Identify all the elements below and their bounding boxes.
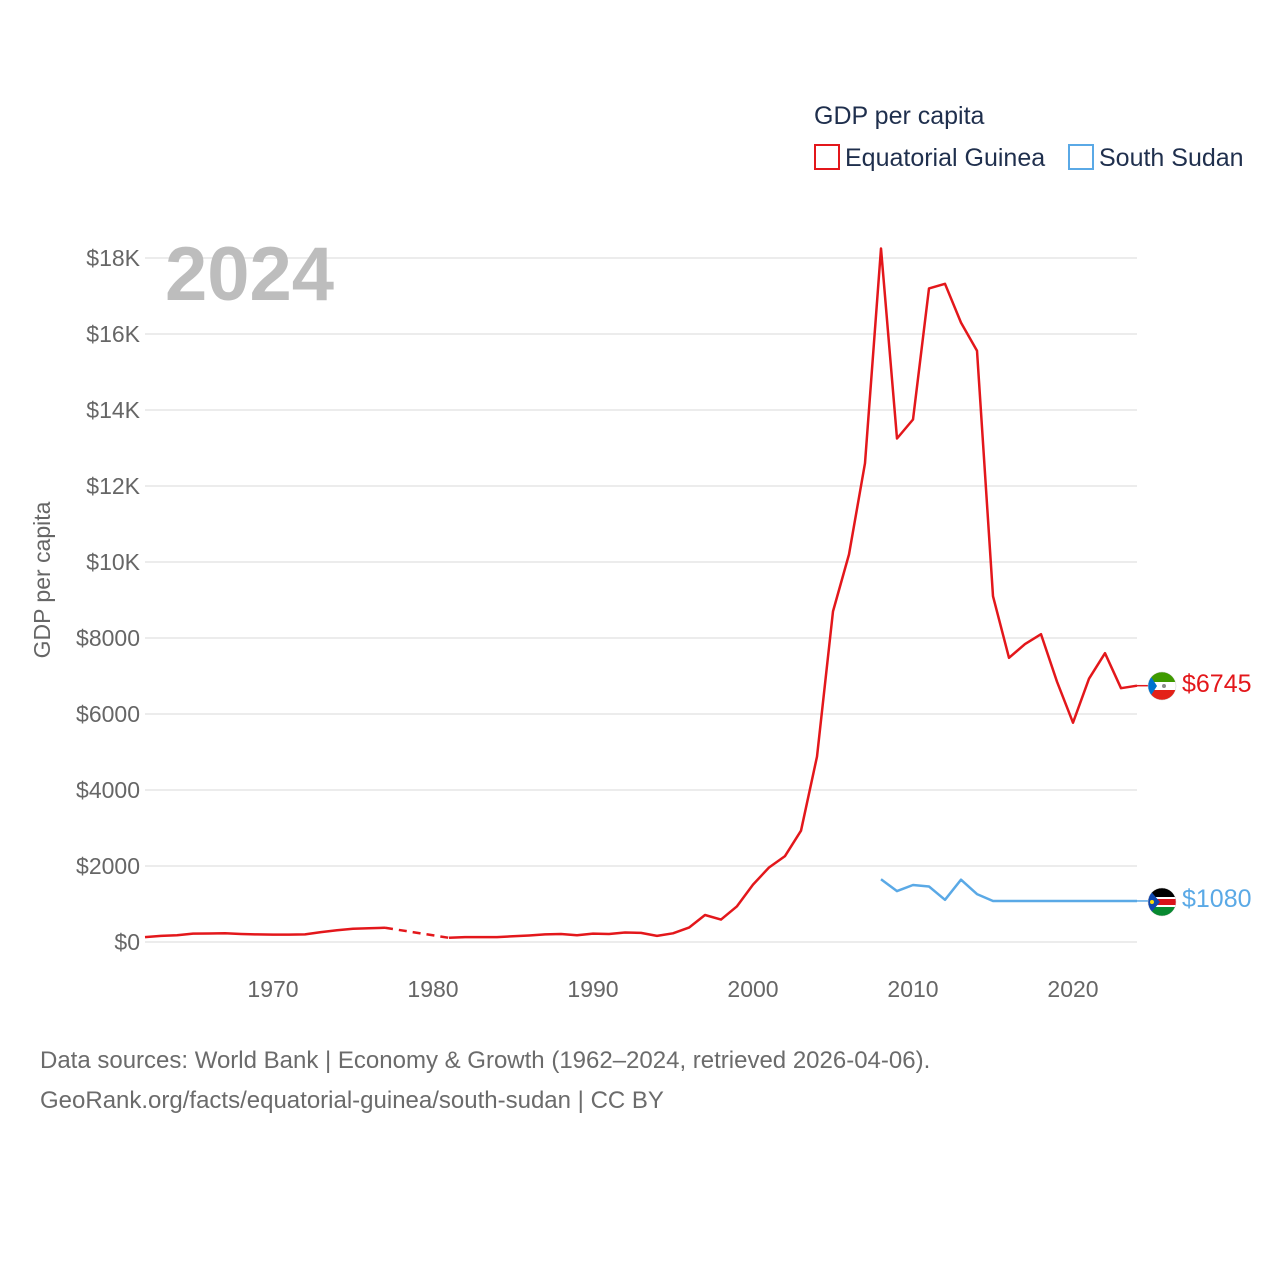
x-axis-ticks: 1970 1980 1990 2000 2010 2020: [247, 976, 1098, 1002]
series-line-equatorial-guinea[interactable]: [448, 247, 1138, 940]
series-line-south-sudan[interactable]: [880, 878, 1137, 903]
y-tick-label: $14K: [86, 397, 140, 423]
y-tick-label: $12K: [86, 473, 140, 499]
y-tick-label: $4000: [76, 777, 140, 803]
end-label-equatorial-guinea: $6745: [1182, 670, 1252, 698]
y-tick-label: $8000: [76, 625, 140, 651]
legend-swatch-equatorial-guinea[interactable]: [814, 144, 840, 170]
x-tick-label: 2020: [1047, 976, 1098, 1002]
x-tick-label: 1990: [567, 976, 618, 1002]
y-tick-label: $2000: [76, 853, 140, 879]
x-tick-label: 1980: [407, 976, 458, 1002]
legend-label-south-sudan[interactable]: South Sudan: [1099, 144, 1244, 172]
y-tick-label: $16K: [86, 321, 140, 347]
y-tick-label: $18K: [86, 245, 140, 271]
x-tick-label: 2000: [727, 976, 778, 1002]
series-layer: [144, 247, 1148, 940]
y-tick-label: $0: [114, 929, 140, 955]
y-axis-ticks: $0 $2000 $4000 $6000 $8000 $10K $12K $14K $16K $1…: [76, 245, 141, 955]
equatorial-guinea-flag-icon: [1147, 671, 1177, 701]
south-sudan-flag-icon: [1147, 887, 1177, 917]
gridlines: [145, 257, 1137, 943]
year-label: 2024: [165, 232, 334, 317]
x-tick-label: 1970: [247, 976, 298, 1002]
y-tick-label: $6000: [76, 701, 140, 727]
y-axis-title: GDP per capita: [29, 501, 55, 658]
y-tick-label: $10K: [86, 549, 140, 575]
legend-label-equatorial-guinea[interactable]: Equatorial Guinea: [845, 144, 1045, 172]
x-tick-label: 2010: [887, 976, 938, 1002]
legend: GDP per capita Equatorial Guinea South S…: [814, 102, 1244, 172]
series-gap-equatorial-guinea: [384, 926, 450, 940]
legend-swatch-south-sudan[interactable]: [1068, 144, 1094, 170]
footer-link[interactable]: GeoRank.org/facts/equatorial-guinea/sout…: [40, 1087, 664, 1114]
end-label-south-sudan: $1080: [1182, 885, 1252, 913]
footer-source: Data sources: World Bank | Economy & Gro…: [40, 1047, 930, 1074]
series-line-equatorial-guinea[interactable]: [144, 926, 386, 939]
legend-title: GDP per capita: [814, 102, 985, 130]
